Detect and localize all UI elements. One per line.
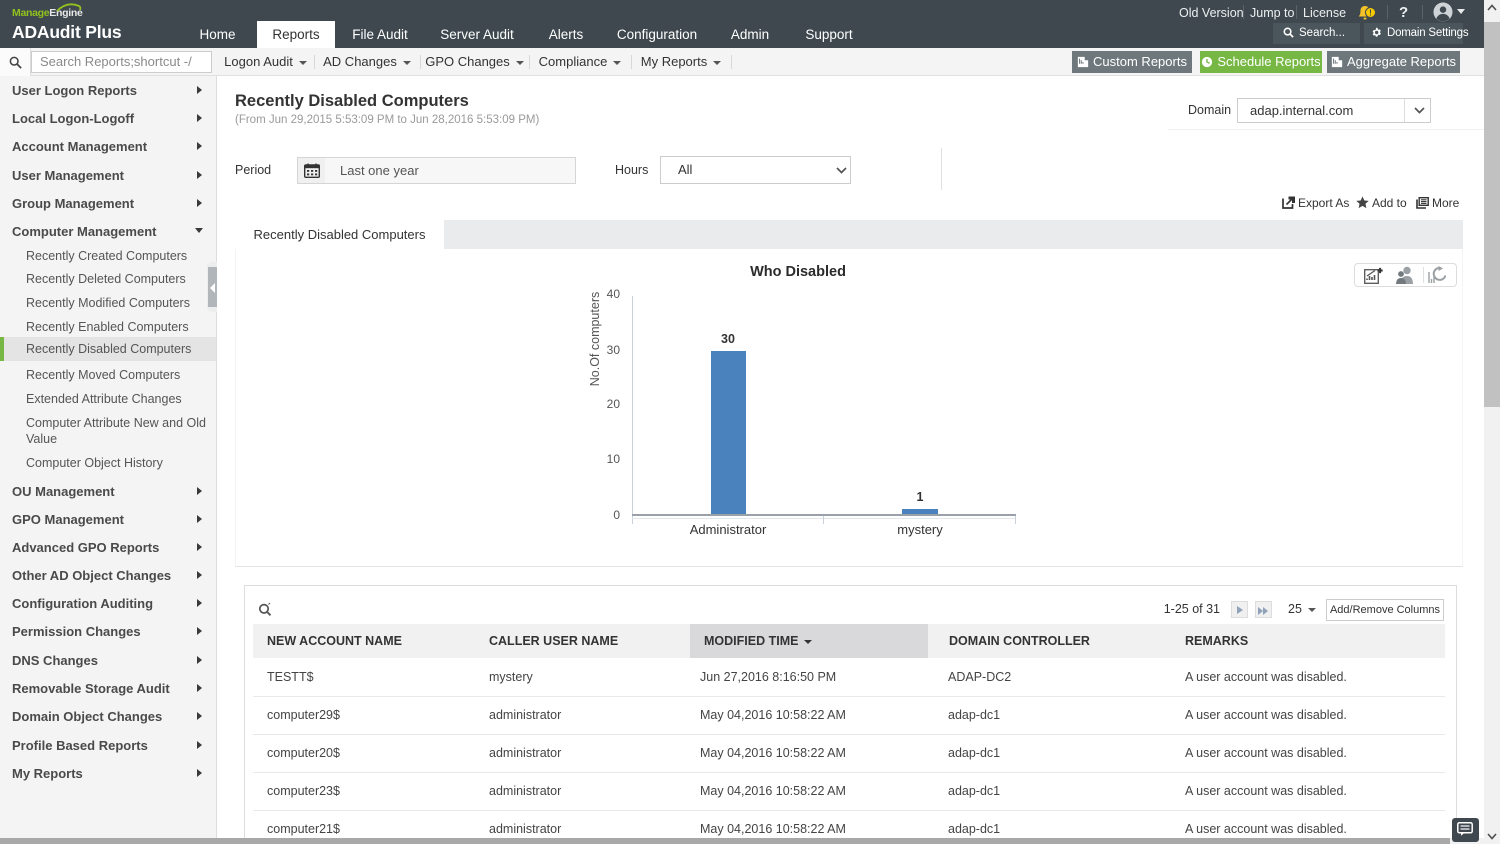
svg-text:!: ! xyxy=(1369,8,1372,17)
